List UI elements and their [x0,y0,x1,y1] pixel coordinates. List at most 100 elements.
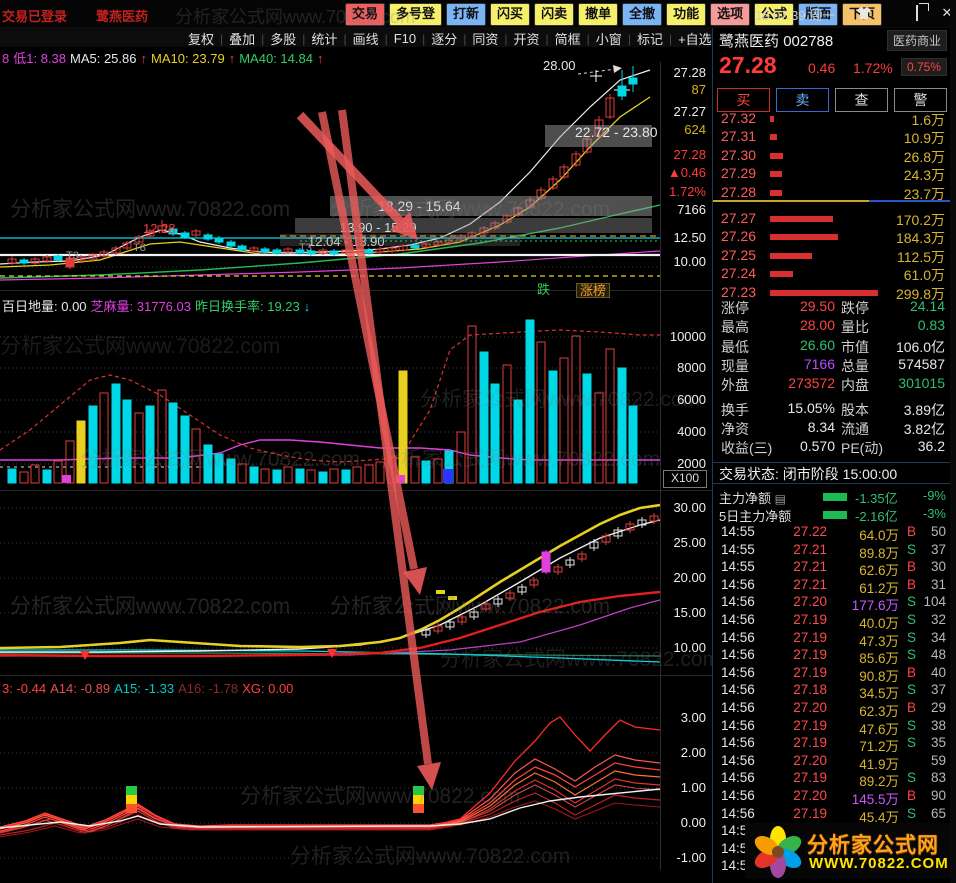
toolbar-item-画线[interactable]: 画线 [352,32,379,47]
five-day-net-pct: -3% [922,506,946,521]
menu-button-多号登[interactable]: 多号登 [389,3,443,26]
trade-row[interactable]: 14:56 27.21 61.2万 B 31 [713,576,951,596]
trade-row[interactable]: 14:5 [713,858,951,875]
trade-row[interactable]: 14:55 27.21 89.8万 S 37 [713,542,951,561]
trade-row[interactable]: 14:5 [713,823,951,840]
toolbar-item-统计[interactable]: 统计 [311,32,338,47]
bid-row[interactable]: 27.26 184.3万 [713,228,951,246]
trade-row[interactable]: 14:56 27.19 90.8万 B 40 [713,665,951,684]
chart-area[interactable]: 8 低1: 8.38 MA5: 25.86 ↑ MA10: 23.79 ↑ MA40: 14… [0,47,712,883]
order-buttons: 买卖查警 [717,88,947,112]
bid-price: 27.23 [721,283,757,300]
bid-bar [770,234,838,241]
trade-count: 31 [930,576,946,592]
logo-url[interactable]: WWW.70822.COM [809,855,949,872]
five-day-net-label: 5日主力净额 [719,509,792,524]
volume-chart[interactable] [0,290,660,490]
skin-icon[interactable] [856,6,874,21]
detail-icon[interactable]: ▤ [774,492,786,506]
trade-time: 14:5 [721,858,748,874]
trend-chart[interactable] [0,490,660,675]
trade-row[interactable]: 14:56 27.20 62.3万 B 29 [713,700,951,719]
stat-label: 股本 [841,401,869,418]
trade-row[interactable]: 14:56 27.19 45.4万 S 65 [713,805,951,825]
main-net-row[interactable]: 主力净额 ▤ -1.35亿 -9% [713,488,951,506]
five-day-net-row[interactable]: 5日主力净额 -2.16亿 -3% [713,506,951,524]
ask-row[interactable]: 27.29 24.3万 [713,165,951,183]
ask-row[interactable]: 27.28 23.7万 [713,184,951,202]
login-status: 交易已登录 [2,9,68,24]
menu-button-公式[interactable]: 公式 [754,3,795,26]
stat-value: 8.34 [807,418,835,435]
trade-row[interactable]: 14:56 27.19 85.6万 S 48 [713,647,951,666]
menu-button-版面[interactable]: 版面 [798,3,839,26]
menu-button-闪卖[interactable]: 闪卖 [534,3,575,26]
trade-row[interactable]: 14:56 27.19 47.3万 S 34 [713,630,951,649]
minimize-icon[interactable] [880,6,898,21]
bid-row[interactable]: 27.24 61.0万 [713,265,951,283]
menu-button-选项[interactable]: 选项 [710,3,751,26]
ask-row[interactable]: 27.30 26.8万 [713,147,951,165]
trade-volume: 145.5万 [851,792,899,807]
toolbar-item-+自选[interactable]: +自选 [678,32,712,47]
menu-button-交易[interactable]: 交易 [345,3,386,26]
bid-row[interactable]: 27.27 170.2万 [713,210,951,228]
trade-row[interactable]: 14:56 27.19 47.6万 S 38 [713,718,951,737]
toolbar-item-逐分[interactable]: 逐分 [431,32,458,47]
trade-count: 90 [930,788,946,803]
order-button-查[interactable]: 查 [835,88,888,112]
candlestick-chart[interactable] [0,62,660,290]
trade-row[interactable]: 14:56 27.19 71.2万 S 35 [713,735,951,754]
stat-value: 273572 [788,375,835,392]
order-button-卖[interactable]: 卖 [776,88,829,112]
trade-side: B [907,576,917,592]
bid-bar [770,216,833,222]
bid-row[interactable]: 27.25 112.5万 [713,247,951,265]
trade-time: 14:56 [721,805,755,821]
menu-button-全撤[interactable]: 全撤 [622,3,663,26]
net-bar [823,493,847,501]
trade-volume: 62.6万 [859,563,899,579]
toolbar-separator: | [463,31,467,46]
trade-side: S [907,612,917,627]
order-button-警[interactable]: 警 [894,88,947,112]
trade-row[interactable]: 14:56 27.19 40.0万 S 32 [713,612,951,631]
trade-side: B [907,524,917,539]
trade-row[interactable]: 14:55 27.22 64.0万 B 50 [713,524,951,543]
trade-row[interactable]: 14:56 27.20 41.9万 59 [713,753,951,772]
toolbar-separator: | [384,31,388,46]
menu-button-打新[interactable]: 打新 [446,3,487,26]
oscillator-chart[interactable] [0,675,660,883]
trade-row[interactable]: 14:56 27.20 145.5万 B 90 [713,788,951,807]
restore-icon[interactable] [908,5,926,21]
toolbar-item-开资[interactable]: 开资 [513,32,540,47]
toolbar-item-叠加[interactable]: 叠加 [229,32,256,47]
trade-volume: 47.3万 [859,633,899,649]
trade-row[interactable]: 14:56 27.18 34.5万 S 37 [713,682,951,701]
trade-row[interactable]: 14:56 27.19 89.2万 S 83 [713,770,951,789]
menu-button-功能[interactable]: 功能 [666,3,707,26]
ask-row[interactable]: 27.31 10.9万 [713,128,951,146]
close-icon[interactable]: ✕ [941,5,953,20]
toolbar-item-同资[interactable]: 同资 [472,32,499,47]
ask-row[interactable]: 27.32 1.6万 [713,110,951,128]
toolbar-item-标记[interactable]: 标记 [636,32,663,47]
bid-row[interactable]: 27.23 299.8万 [713,284,951,302]
menu-button-撤单[interactable]: 撤单 [578,3,619,26]
trade-row[interactable]: 14:55 27.21 62.6万 B 30 [713,559,951,579]
toolbar-item-小窗[interactable]: 小窗 [595,32,622,47]
toolbar-item-多股[interactable]: 多股 [270,32,297,47]
trade-row[interactable]: 14:56 27.20 177.6万 S 104 [713,594,951,613]
bid-volume: 170.2万 [895,212,945,228]
trade-row[interactable]: 14:5 [713,841,951,858]
bid-volume: 184.3万 [895,230,945,247]
sector-tag[interactable]: 医药商业 [886,30,947,51]
toolbar-item-复权[interactable]: 复权 [188,32,215,47]
stat-label: 涨停 [721,300,749,316]
toolbar-item-简框[interactable]: 简框 [554,32,581,47]
order-button-买[interactable]: 买 [717,88,770,112]
menu-button-闪买[interactable]: 闪买 [490,3,531,26]
toolbar-item-F10[interactable]: F10 [393,31,417,46]
osc-token-2: A15: -1.33 [114,681,175,696]
trade-volume: 62.3万 [859,704,899,719]
